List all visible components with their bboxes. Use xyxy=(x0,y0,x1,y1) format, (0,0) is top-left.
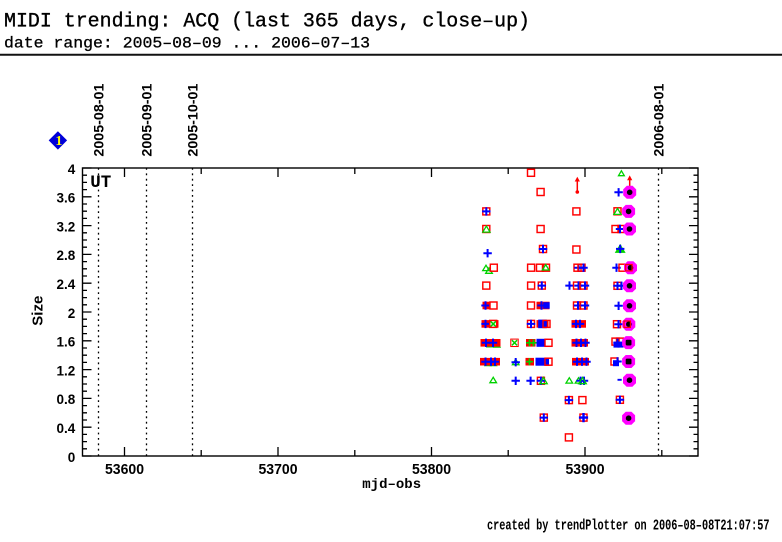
svg-text:MIDI trending: ACQ (last 365 d: MIDI trending: ACQ (last 365 days, close… xyxy=(4,11,530,34)
svg-text:2.8: 2.8 xyxy=(57,248,76,263)
svg-text:1.6: 1.6 xyxy=(57,335,76,350)
svg-text:2005-10-01: 2005-10-01 xyxy=(185,83,201,156)
svg-text:1: 1 xyxy=(55,134,62,149)
svg-text:2006-08-01: 2006-08-01 xyxy=(651,83,667,156)
svg-text:0.8: 0.8 xyxy=(57,392,76,407)
svg-text:0: 0 xyxy=(68,450,76,465)
svg-text:53700: 53700 xyxy=(259,461,298,478)
svg-text:53900: 53900 xyxy=(566,461,605,478)
svg-text:53800: 53800 xyxy=(412,461,451,478)
svg-text:2: 2 xyxy=(68,306,76,321)
svg-text:2005-09-01: 2005-09-01 xyxy=(139,83,155,156)
svg-text:date range: 2005–08–09 ... 200: date range: 2005–08–09 ... 2006–07–13 xyxy=(4,34,370,52)
svg-text:3.6: 3.6 xyxy=(57,191,76,206)
svg-text:53600: 53600 xyxy=(105,461,144,478)
svg-text:Size: Size xyxy=(30,296,47,326)
svg-text:1.2: 1.2 xyxy=(57,363,76,378)
svg-text:2005-08-01: 2005-08-01 xyxy=(91,83,107,156)
svg-text:0.4: 0.4 xyxy=(57,421,76,436)
svg-text:2.4: 2.4 xyxy=(57,277,76,292)
svg-text:3.2: 3.2 xyxy=(57,219,76,234)
svg-text:4: 4 xyxy=(68,162,76,177)
svg-text:UT: UT xyxy=(90,173,111,193)
svg-text:mjd–obs: mjd–obs xyxy=(362,477,421,493)
svg-text:created by trendPlotter on 200: created by trendPlotter on 2006–08–08T21… xyxy=(487,519,770,535)
